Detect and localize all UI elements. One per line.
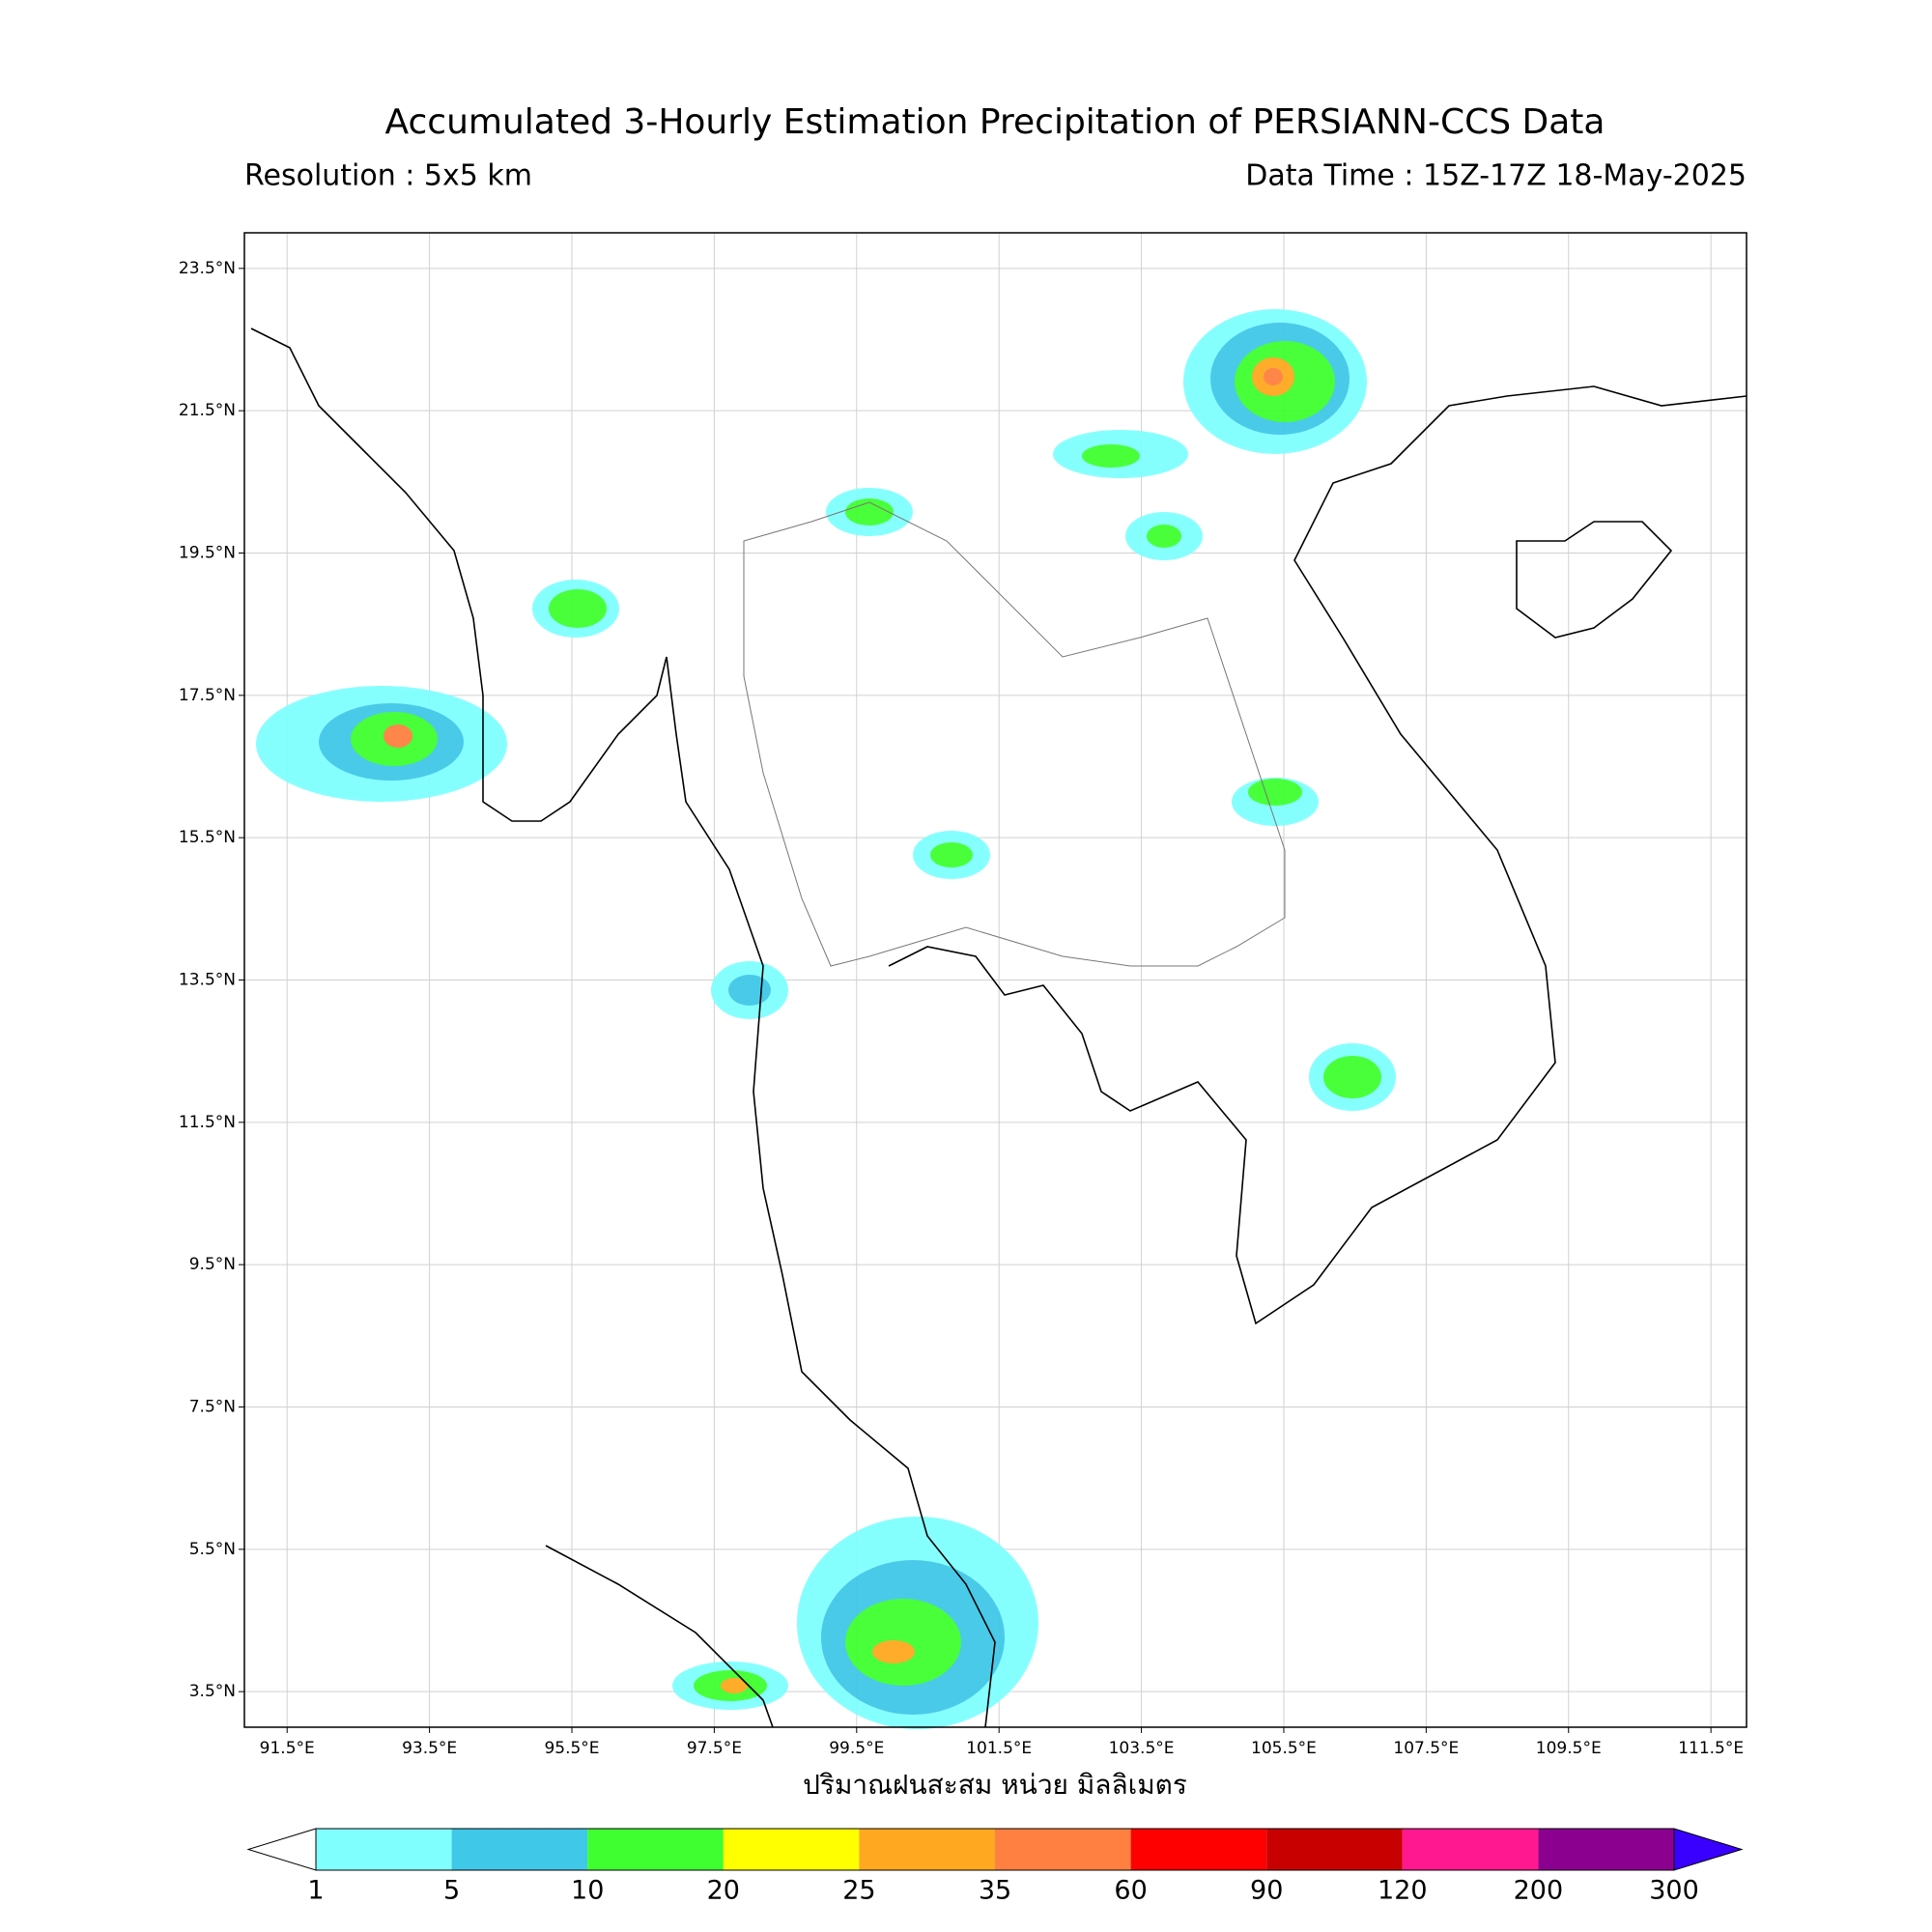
colorbar-segment (859, 1829, 995, 1870)
lon-tick-label: 105.5°E (1251, 1739, 1317, 1758)
lat-tick-label: 21.5°N (179, 401, 236, 420)
rain-cell (532, 580, 619, 638)
lon-tick-label: 93.5°E (402, 1739, 457, 1758)
rain-cell (797, 1517, 1038, 1729)
colorbar-segment (1538, 1829, 1674, 1870)
lon-tick-label: 101.5°E (966, 1739, 1032, 1758)
colorbar-tick-label: 60 (1114, 1876, 1147, 1906)
lon-tick-label: 99.5°E (829, 1739, 884, 1758)
coastline (666, 656, 996, 1728)
colorbar-segment (1266, 1829, 1403, 1870)
colorbar: 1 5 10 20 25 35 60 90 120 200 300 (246, 1828, 1744, 1906)
rain-cell (672, 1662, 788, 1710)
colorbar-tick-label: 5 (443, 1876, 460, 1906)
colorbar-segment (995, 1829, 1131, 1870)
rain-cell (913, 831, 990, 879)
precipitation (256, 309, 1396, 1729)
colorbar-tick-label: 300 (1649, 1876, 1699, 1906)
lat-tick-label: 15.5°N (179, 828, 236, 847)
colorbar-label: ปริมาณฝนสะสม หน่วย มิลลิเมตร (803, 1769, 1187, 1801)
rain-cell (1125, 512, 1203, 560)
lat-tick-label: 3.5°N (189, 1682, 236, 1701)
coastline (250, 327, 668, 822)
lon-tick-label: 91.5°E (260, 1739, 315, 1758)
colorbar-under (246, 1828, 317, 1871)
lon-tick-label: 95.5°E (544, 1739, 599, 1758)
lon-tick-label: 107.5°E (1393, 1739, 1459, 1758)
border (743, 501, 1286, 967)
title: Accumulated 3-Hourly Estimation Precipit… (385, 102, 1605, 142)
resolution: Resolution : 5x5 km (244, 159, 532, 193)
coastline (1516, 521, 1673, 639)
lon-tick-label: 111.5°E (1678, 1739, 1744, 1758)
coastlines (250, 327, 1747, 1728)
colorbar-tick-label: 90 (1250, 1876, 1283, 1906)
colorbar-segment (723, 1829, 860, 1870)
lat-tick-label: 13.5°N (179, 971, 236, 990)
rain-cell (711, 961, 788, 1019)
colorbar-tick-label: 1 (307, 1876, 324, 1906)
rain-cell (1232, 778, 1319, 826)
data-time: Data Time : 15Z-17Z 18-May-2025 (1245, 159, 1747, 193)
lat-tick-label: 19.5°N (179, 544, 236, 563)
colorbar-tick-label: 10 (571, 1876, 604, 1906)
colorbar-segment (1130, 1829, 1267, 1870)
lon-tick-label: 109.5°E (1536, 1739, 1602, 1758)
colorbar-tick-label: 200 (1514, 1876, 1564, 1906)
lat-tick-label: 23.5°N (179, 259, 236, 278)
rain-cell (1309, 1043, 1396, 1111)
colorbar-tick-label: 20 (707, 1876, 740, 1906)
lat-tick-label: 11.5°N (179, 1113, 236, 1132)
rain-cell (1053, 430, 1188, 478)
colorbar-segment (1402, 1829, 1539, 1870)
lon-tick-label: 97.5°E (687, 1739, 742, 1758)
lat-tick-label: 9.5°N (189, 1255, 236, 1274)
colorbar-tick-label: 35 (979, 1876, 1011, 1906)
colorbar-segment (451, 1829, 588, 1870)
colorbar-tick-label: 120 (1378, 1876, 1428, 1906)
rain-cell (256, 686, 507, 802)
lat-tick-label: 5.5°N (189, 1540, 236, 1559)
coastline (888, 385, 1747, 1325)
colorbar-frame (315, 1828, 1675, 1871)
colorbar-tick-label: 25 (842, 1876, 875, 1906)
lat-tick-label: 7.5°N (189, 1398, 236, 1417)
coastline (545, 1545, 774, 1728)
grid (244, 233, 1747, 1727)
colorbar-segment (587, 1829, 724, 1870)
colorbar-segment (316, 1829, 452, 1870)
colorbar-over (1673, 1828, 1744, 1871)
lon-tick-label: 103.5°E (1109, 1739, 1175, 1758)
rain-cell (1183, 309, 1367, 454)
rain-cell (826, 488, 913, 536)
lat-tick-label: 17.5°N (179, 686, 236, 705)
